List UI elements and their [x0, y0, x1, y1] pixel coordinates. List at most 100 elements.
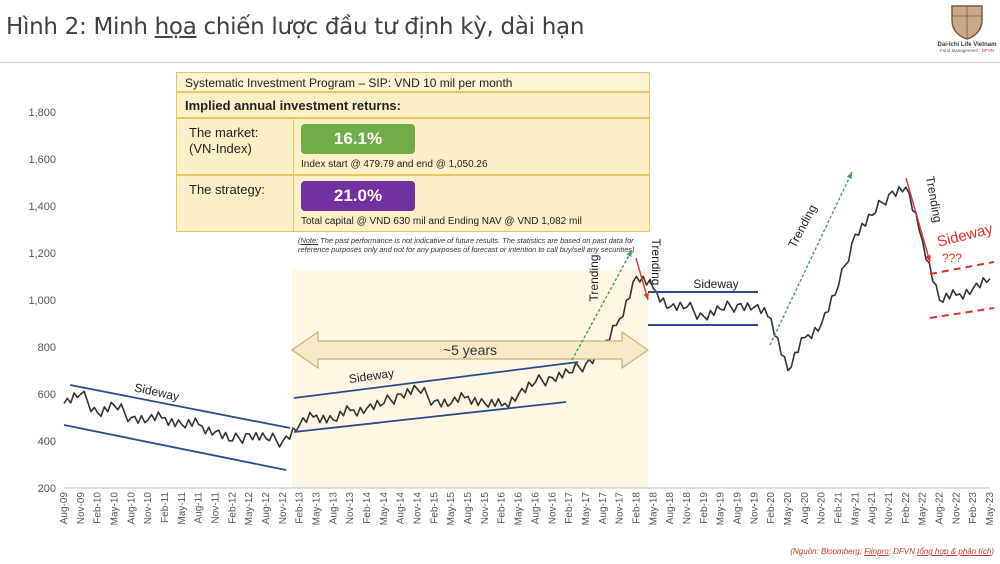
trend-3-arrow-head [846, 172, 852, 179]
x-tick-label: Aug-18 [665, 492, 676, 525]
x-tick-label: Nov-12 [278, 492, 289, 525]
x-tick-label: Aug-12 [261, 492, 272, 525]
page-title: Hình 2: Minh họa chiến lược đầu tư định … [6, 14, 584, 40]
x-tick-label: Feb-12 [227, 492, 238, 524]
y-tick-label: 400 [38, 436, 56, 448]
index-series-line [63, 186, 991, 448]
sideway-4-label: Sideway [935, 220, 995, 250]
sideway-1-label: Sideway [133, 381, 180, 404]
sip-header: Systematic Investment Program – SIP: VND… [176, 72, 650, 92]
company-logo: Dai-ichi Life Vietnam Fund Management · … [936, 4, 998, 62]
x-tick-label: Aug-11 [194, 492, 205, 524]
x-tick-label: Aug-13 [328, 492, 339, 525]
disclaimer-note: (Note: The past performance is not indic… [298, 236, 635, 254]
x-tick-label: Nov-10 [143, 492, 154, 525]
trend-4-arrow [905, 177, 931, 263]
x-tick-label: May-23 [985, 492, 996, 526]
market-label: The market: (VN-Index) [189, 125, 259, 156]
x-tick-label: Aug-22 [934, 492, 945, 525]
x-tick-label: Feb-19 [699, 492, 710, 524]
x-tick-label: Aug-17 [598, 492, 609, 525]
sideway-4-lower [929, 307, 995, 319]
x-tick-label: Aug-14 [396, 492, 407, 525]
x-tick-label: Nov-11 [211, 492, 222, 524]
x-tick-label: May-13 [312, 492, 323, 526]
x-tick-label: Feb-16 [497, 492, 508, 524]
x-tick-label: Nov-15 [480, 492, 491, 525]
trending-1-label: Trending [587, 255, 601, 302]
question-mark-label: ??? [942, 251, 962, 265]
trend-3-arrow [769, 171, 853, 346]
source-note: (Nguồn: Bloomberg; Fiinpro; DFVN tổng hợ… [790, 547, 994, 556]
x-tick-label: May-11 [177, 492, 188, 525]
shield-logo-icon [951, 5, 983, 40]
x-tick-label: Nov-22 [951, 492, 962, 525]
x-tick-label: Aug-20 [800, 492, 811, 525]
trend-2-arrow-head [643, 293, 649, 300]
x-tick-label: May-15 [446, 492, 457, 526]
x-tick-label: Nov-14 [413, 492, 424, 525]
logo-name: Dai-ichi Life Vietnam [937, 42, 997, 48]
trending-3-label: Trending [785, 202, 819, 250]
trending-4-label: Trending [923, 175, 945, 224]
sideway-2-upper [293, 361, 579, 399]
x-tick-label: Feb-17 [564, 492, 575, 524]
y-tick-label: 1,600 [28, 154, 56, 166]
x-tick-label: Nov-17 [615, 492, 626, 525]
strategy-label: The strategy: [189, 182, 265, 197]
x-tick-label: Feb-10 [93, 492, 104, 524]
trend-1-arrow-head [626, 250, 632, 257]
five-years-arrow [290, 330, 650, 370]
sideway-2-lower [293, 401, 567, 433]
row-divider [293, 119, 294, 174]
x-tick-label: Nov-20 [817, 492, 828, 525]
x-tick-label: Feb-22 [901, 492, 912, 524]
five-year-window [292, 270, 648, 488]
strategy-return-badge: 21.0% [301, 181, 415, 211]
strategy-row: The strategy: 21.0% Total capital @ VND … [176, 175, 650, 232]
x-tick-label: Nov-16 [547, 492, 558, 525]
y-tick-label: 200 [38, 483, 56, 495]
x-tick-label: Feb-13 [295, 492, 306, 524]
x-tick-label: Aug-09 [59, 492, 70, 525]
y-tick-label: 1,400 [28, 201, 56, 213]
x-tick-label: Feb-21 [833, 492, 844, 524]
x-tick-label: May-10 [110, 492, 121, 526]
logo-sub: Fund Management · DFVN [939, 48, 995, 53]
x-tick-label: May-12 [244, 492, 255, 526]
x-tick-label: Nov-19 [749, 492, 760, 525]
x-tick-label: Aug-10 [126, 492, 137, 525]
five-years-label: ~5 years [443, 342, 497, 358]
sideway-2-label: Sideway [348, 366, 395, 386]
y-tick-label: 1,200 [28, 248, 56, 260]
x-tick-label: Feb-14 [362, 492, 373, 524]
sideway-1-lower [63, 424, 287, 471]
x-tick-label: Nov-13 [345, 492, 356, 525]
trending-2-label: Trending [649, 239, 663, 286]
market-note: Index start @ 479.79 and end @ 1,050.26 [301, 159, 488, 170]
sideway-3-label: Sideway [693, 277, 738, 291]
trend-2-arrow [635, 257, 649, 301]
header-divider [0, 62, 1000, 63]
y-tick-label: 1,800 [28, 107, 56, 119]
y-tick-label: 600 [38, 389, 56, 401]
x-tick-label: May-17 [581, 492, 592, 526]
strategy-note: Total capital @ VND 630 mil and Ending N… [301, 216, 582, 227]
x-tick-label: Feb-11 [160, 492, 171, 523]
page-title-prefix: Hình 2: Minh [6, 14, 155, 40]
x-tick-label: Nov-09 [76, 492, 87, 525]
trend-4-arrow-head [925, 255, 931, 262]
x-tick-label: May-20 [783, 492, 794, 526]
row-divider [293, 176, 294, 231]
y-tick-label: 1,000 [28, 295, 56, 307]
x-tick-label: May-16 [514, 492, 525, 526]
x-tick-label: May-22 [918, 492, 929, 526]
page-title-rest: chiến lược đầu tư định kỳ, dài hạn [196, 14, 585, 40]
vn-index-chart: 200 400 600 800 1,000 1,200 1,400 1,600 1,800 Aug… [28, 107, 996, 526]
x-tick-label: Nov-21 [884, 492, 895, 525]
x-tick-label: May-19 [716, 492, 727, 526]
x-tick-label: Feb-20 [766, 492, 777, 524]
sideway-4-upper [929, 261, 995, 275]
x-tick-label: May-14 [379, 492, 390, 526]
market-return-badge: 16.1% [301, 124, 415, 154]
